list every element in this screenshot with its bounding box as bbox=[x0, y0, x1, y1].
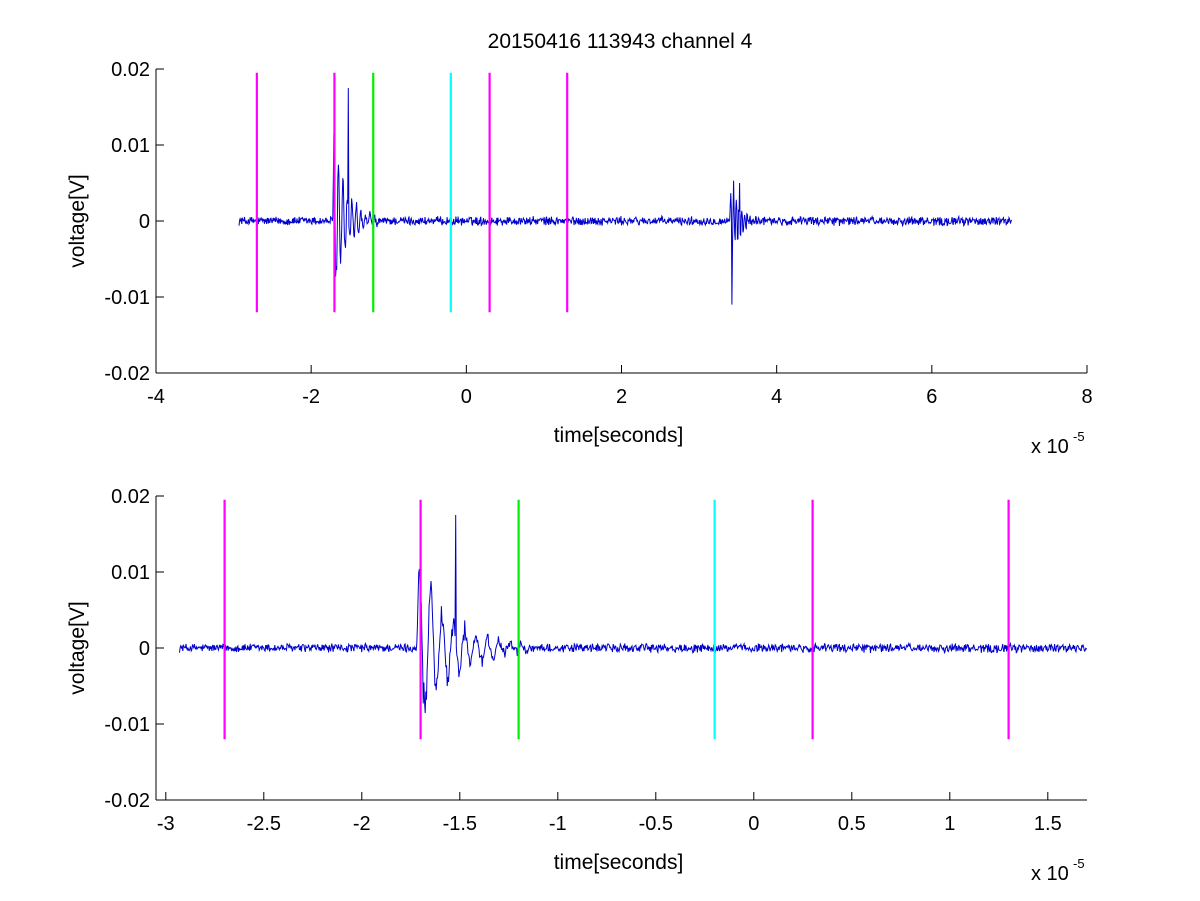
signal-trace bbox=[179, 514, 1087, 714]
x-tick-label: 8 bbox=[1081, 386, 1092, 408]
y-tick-label: 0.01 bbox=[111, 562, 150, 584]
y-tick-label: -0.01 bbox=[104, 287, 150, 309]
y-tick-label: -0.02 bbox=[104, 790, 150, 812]
x-exponent-value: -5 bbox=[1073, 856, 1085, 871]
x-tick-label: -2 bbox=[302, 386, 320, 408]
x-tick-label: -1.5 bbox=[443, 813, 477, 835]
y-tick-label: 0 bbox=[139, 211, 150, 233]
x-exponent-value: -5 bbox=[1073, 429, 1085, 444]
x-tick-label: -2.5 bbox=[247, 813, 281, 835]
x-tick-label: 1.5 bbox=[1034, 813, 1062, 835]
bottom-plot: 0.02 0.01 0 -0.01 -0.02 -3 -2.5 -2 -1.5 -1 -0.5 0 0.… bbox=[66, 486, 1087, 885]
y-tick-label: -0.01 bbox=[104, 714, 150, 736]
y-axis-label: voltage[V] bbox=[66, 601, 89, 694]
x-tick-label: 0.5 bbox=[838, 813, 866, 835]
x-tick-label: 0 bbox=[461, 386, 472, 408]
y-tick-label: 0.02 bbox=[111, 59, 150, 81]
x-exponent-label: x 10 bbox=[1031, 863, 1069, 885]
figure-title: 20150416 113943 channel 4 bbox=[488, 30, 753, 53]
y-axis-label: voltage[V] bbox=[66, 174, 89, 267]
y-tick-label: -0.02 bbox=[104, 363, 150, 385]
y-tick-label: 0 bbox=[139, 638, 150, 660]
y-tick-label: 0.01 bbox=[111, 135, 150, 157]
x-tick-label: 2 bbox=[616, 386, 627, 408]
x-axis-label: time[seconds] bbox=[554, 851, 684, 874]
y-tick-label: 0.02 bbox=[111, 486, 150, 508]
x-exponent-label: x 10 bbox=[1031, 436, 1069, 458]
x-tick-label: -2 bbox=[353, 813, 371, 835]
x-tick-label: -3 bbox=[157, 813, 175, 835]
x-axis-label: time[seconds] bbox=[554, 424, 684, 447]
top-plot: 0.02 0.01 0 -0.01 -0.02-4 -2 0 2 4 6 8 time[seconds… bbox=[66, 59, 1093, 458]
x-tick-label: -4 bbox=[147, 386, 165, 408]
x-tick-label: 4 bbox=[771, 386, 782, 408]
x-tick-label: -0.5 bbox=[639, 813, 673, 835]
x-tick-label: 0 bbox=[748, 813, 759, 835]
signal-trace bbox=[238, 87, 1013, 305]
x-tick-label: 6 bbox=[926, 386, 937, 408]
x-tick-label: 1 bbox=[944, 813, 955, 835]
x-tick-label: -1 bbox=[549, 813, 567, 835]
